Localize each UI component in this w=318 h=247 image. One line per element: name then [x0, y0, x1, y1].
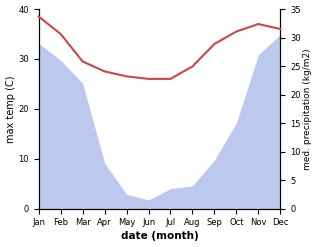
X-axis label: date (month): date (month): [121, 231, 198, 242]
Y-axis label: max temp (C): max temp (C): [5, 75, 16, 143]
Y-axis label: med. precipitation (kg/m2): med. precipitation (kg/m2): [303, 48, 313, 170]
